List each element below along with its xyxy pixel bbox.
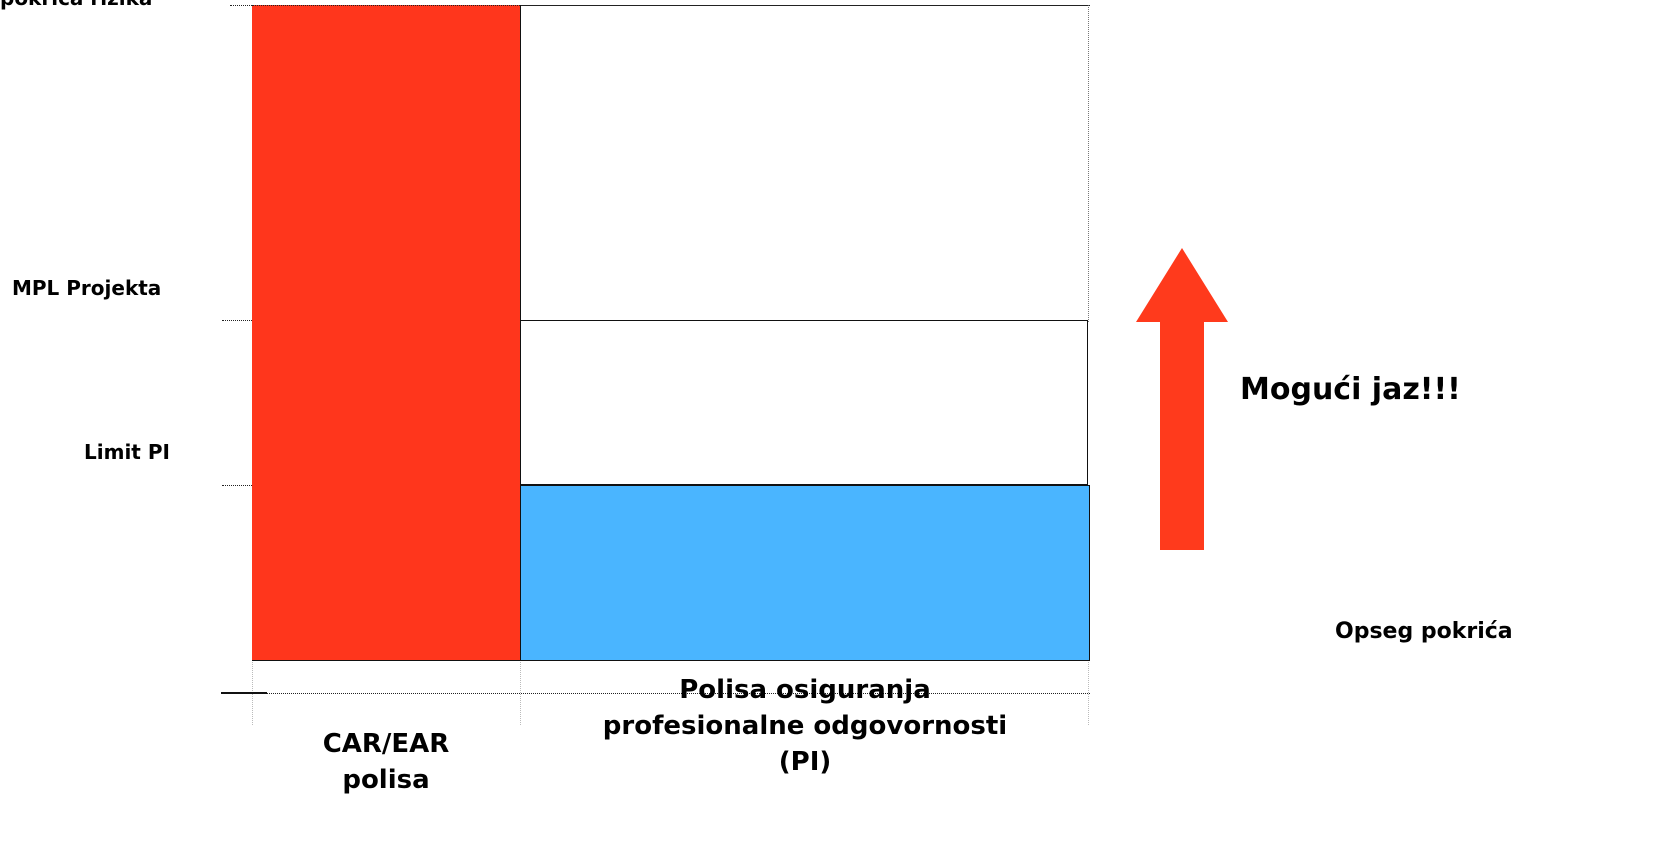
up-arrow-icon [1136,248,1228,550]
mpl-label: MPL Projekta [12,276,162,300]
upper-empty-area [520,5,1089,322]
baseline-tick [221,692,267,694]
guide-line-baseline [240,693,1090,694]
guide-line-vertical-mid [520,660,521,725]
gap-warning-text: Mogući jaz!!! [1240,372,1461,407]
gap-box [520,320,1088,485]
up-arrow-shape [1136,248,1228,550]
pi-bar [520,485,1090,661]
car-ear-caption: CAR/EAR polisa [322,729,450,795]
coverage-scope-label: Opseg pokrića [1335,619,1513,644]
top-level-label: pokrica rizika [0,0,152,10]
limit-pi-label: Limit PI [84,440,170,464]
pi-caption: Polisa osiguranja profesionalne odgovorn… [602,675,1008,777]
car-ear-bar [252,5,520,661]
guide-line-vertical-right [1088,660,1089,725]
